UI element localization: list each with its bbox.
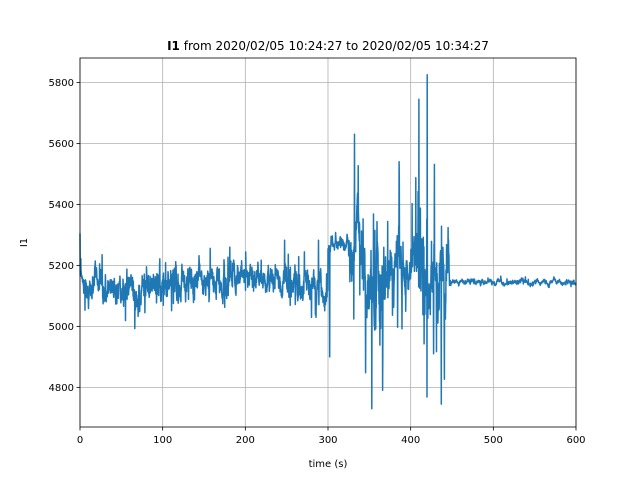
axis-ticks: 0 100 200 300 400 500 600 4800 5000 5200 5400 5600 5… bbox=[49, 78, 586, 446]
y-axis-label: I1 bbox=[19, 238, 30, 247]
data-series bbox=[79, 74, 577, 410]
x-tick-label: 300 bbox=[318, 435, 337, 446]
y-tick-label: 4800 bbox=[49, 383, 74, 394]
y-tick-label: 5400 bbox=[49, 200, 74, 211]
chart-title: I1 from 2020/02/05 10:24:27 to 2020/02/0… bbox=[167, 39, 489, 53]
y-tick-label: 5200 bbox=[49, 261, 74, 272]
x-tick-label: 500 bbox=[484, 435, 503, 446]
x-tick-label: 200 bbox=[236, 435, 255, 446]
series-line bbox=[79, 74, 577, 410]
chart-title-rest: from 2020/02/05 10:24:27 to 2020/02/05 1… bbox=[180, 39, 489, 53]
y-tick-label: 5000 bbox=[49, 322, 74, 333]
x-tick-label: 400 bbox=[401, 435, 420, 446]
y-tick-label: 5800 bbox=[49, 78, 74, 89]
x-tick-label: 600 bbox=[566, 435, 585, 446]
grid-lines bbox=[79, 58, 577, 427]
x-tick-label: 100 bbox=[153, 435, 172, 446]
chart-title-bold: I1 bbox=[167, 39, 180, 53]
x-tick-label: 0 bbox=[77, 435, 83, 446]
x-axis-label: time (s) bbox=[309, 459, 348, 470]
y-tick-label: 5600 bbox=[49, 139, 74, 150]
